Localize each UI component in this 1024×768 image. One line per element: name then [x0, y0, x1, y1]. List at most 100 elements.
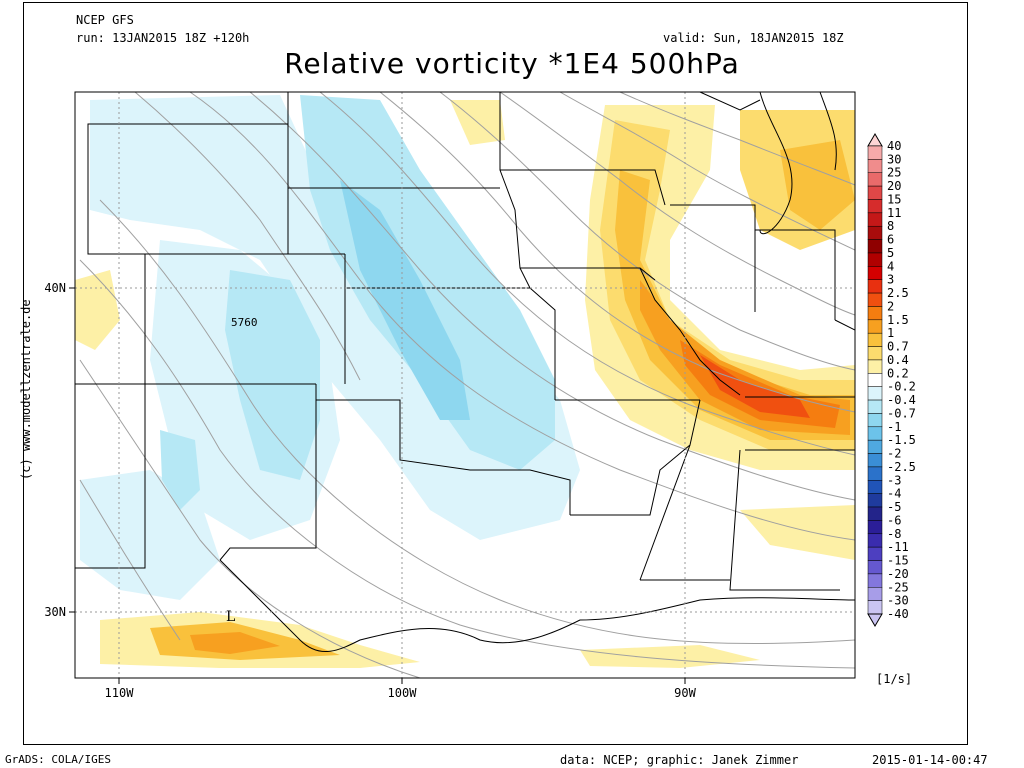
colorbar-level-label: -1.5: [887, 433, 916, 447]
lat-tick-label: 40N: [44, 281, 66, 295]
footer-credit: data: NCEP; graphic: Janek Zimmer: [560, 753, 799, 767]
contour-label: 5760: [231, 316, 258, 329]
colorbar-unit: [1/s]: [876, 672, 912, 686]
colorbar-level-label: 3: [887, 273, 894, 287]
map-title: Relative vorticity *1E4 500hPa: [284, 47, 740, 80]
colorbar-level-label: 5: [887, 246, 894, 260]
colorbar-level-label: 20: [887, 179, 901, 193]
colorbar-level-label: -11: [887, 540, 909, 554]
neg-vorticity-strip: [340, 180, 470, 420]
colorbar-level-label: -5: [887, 500, 901, 514]
colorbar-swatch: [867, 439, 883, 454]
colorbar-level-label: -40: [887, 607, 909, 621]
colorbar-swatch: [867, 560, 883, 575]
colorbar-swatch: [867, 346, 883, 361]
colorbar-swatch: [867, 600, 883, 615]
colorbar-swatch: [867, 185, 883, 200]
colorbar-level-label: -0.4: [887, 393, 916, 407]
colorbar-swatch: [867, 252, 883, 267]
colorbar-swatch: [867, 359, 883, 374]
vorticity-field: [75, 95, 855, 668]
colorbar-swatch: [867, 520, 883, 535]
colorbar-swatch: [867, 493, 883, 508]
colorbar-level-label: -15: [887, 554, 909, 568]
colorbar-level-label: 0.2: [887, 366, 909, 380]
pos-vorticity-west-edge: [75, 270, 120, 350]
colorbar-bottom-arrow: [867, 613, 883, 627]
colorbar-swatch: [867, 292, 883, 307]
height-contours: [79, 92, 855, 678]
colorbar-level-label: 11: [887, 206, 901, 220]
colorbar-level-label: 6: [887, 233, 894, 247]
run-label: run: 13JAN2015 18Z +120h: [76, 31, 250, 45]
colorbar-swatch: [867, 413, 883, 428]
colorbar-level-label: 40: [887, 139, 901, 153]
colorbar-level-label: -1: [887, 420, 901, 434]
colorbar-level-label: -8: [887, 527, 901, 541]
valid-label: valid: Sun, 18JAN2015 18Z: [663, 31, 844, 45]
colorbar-swatch: [867, 279, 883, 294]
colorbar-level-label: -4: [887, 487, 901, 501]
colorbar-level-label: 1.5: [887, 313, 909, 327]
pos-vorticity-2: [700, 355, 810, 418]
colorbar-level-label: -2: [887, 447, 901, 461]
coastline: [219, 92, 855, 653]
colorbar-swatch: [867, 199, 883, 214]
colorbar-swatch: [867, 159, 883, 173]
low-pressure-marker: L: [226, 609, 235, 625]
colorbar-level-label: 30: [887, 152, 901, 166]
colorbar-swatch: [867, 587, 883, 601]
lat-tick-label: 30N: [44, 605, 66, 619]
colorbar-top-arrow: [867, 133, 883, 147]
colorbar-level-label: 4: [887, 259, 894, 273]
colorbar-swatch: [867, 480, 883, 494]
colorbar-level-label: -2.5: [887, 460, 916, 474]
colorbar-swatch: [867, 332, 883, 347]
lon-tick-label: 110W: [105, 686, 135, 700]
colorbar-swatch: [867, 212, 883, 227]
colorbar-swatch: [867, 225, 883, 240]
colorbar-level-label: -6: [887, 513, 901, 527]
neg-vorticity-patch: [160, 430, 200, 510]
colorbar-level-label: 2.5: [887, 286, 909, 300]
colorbar-level-label: 8: [887, 219, 894, 233]
colorbar-level-label: -0.7: [887, 406, 916, 420]
lon-tick-label: 90W: [674, 686, 696, 700]
colorbar-level-label: -3: [887, 473, 901, 487]
colorbar-level-label: 2: [887, 299, 894, 313]
colorbar-level-label: 1: [887, 326, 894, 340]
model-label: NCEP GFS: [76, 13, 134, 27]
colorbar-level-label: -20: [887, 567, 909, 581]
colorbar-swatch: [867, 426, 883, 441]
colorbar-swatch: [867, 172, 883, 187]
map-border: [74, 91, 856, 679]
colorbar-swatch: [867, 466, 883, 481]
colorbar-swatch: [867, 386, 883, 401]
pos-vorticity-1: [640, 280, 850, 435]
colorbar-level-label: 0.7: [887, 340, 909, 354]
colorbar-level-label: -0.2: [887, 380, 916, 394]
colorbar-swatch: [867, 399, 883, 414]
pos-vorticity-0.7: [615, 170, 855, 440]
footer-software: GrADS: COLA/IGES: [5, 753, 111, 766]
colorbar-swatch: [867, 453, 883, 468]
pos-vorticity-gulf-east: [580, 645, 760, 668]
pos-vorticity-gulf-max: [190, 632, 280, 654]
axis-ticks: [69, 287, 686, 684]
pos-vorticity-southeast: [740, 505, 855, 560]
colorbar-level-label: 0.4: [887, 353, 909, 367]
colorbar-level-label: -25: [887, 580, 909, 594]
colorbar-swatch: [867, 546, 883, 561]
lon-tick-label: 100W: [388, 686, 418, 700]
boundaries: [75, 92, 855, 591]
colorbar-swatch: [867, 533, 883, 548]
footer-timestamp: 2015-01-14-00:47: [872, 753, 988, 767]
colorbar-swatch: [867, 573, 883, 588]
colorbar-level-label: 25: [887, 166, 901, 180]
figure-frame: [23, 2, 968, 745]
colorbar-swatch: [867, 506, 883, 521]
neg-vorticity-band-east: [300, 95, 555, 470]
colorbar-swatch: [867, 319, 883, 334]
colorbar-swatch: [867, 306, 883, 321]
